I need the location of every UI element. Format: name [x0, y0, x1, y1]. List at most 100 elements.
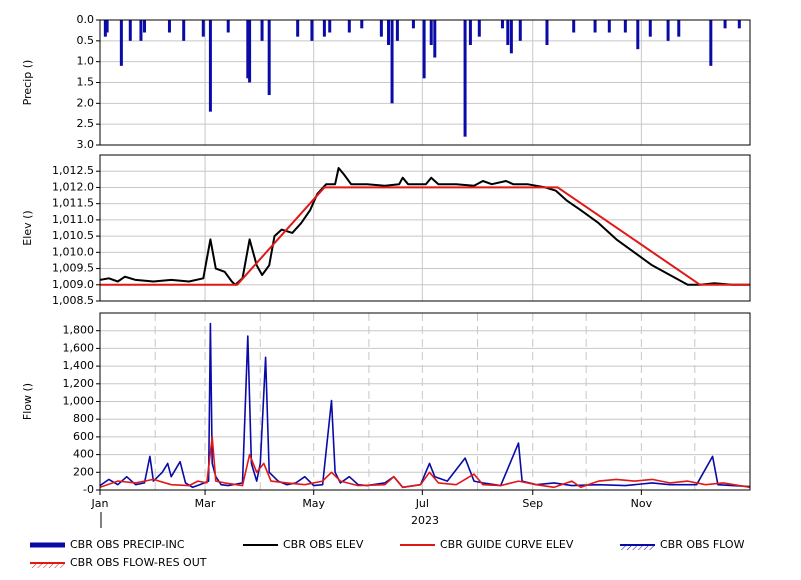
bar	[139, 20, 143, 41]
bar	[648, 20, 652, 37]
bar	[347, 20, 351, 33]
bar	[395, 20, 399, 41]
y-tick-label: 1,600	[63, 341, 95, 354]
legend-label: CBR OBS FLOW	[660, 538, 745, 551]
y-tick-label: 1.0	[77, 55, 95, 68]
y-tick-label: 1,012.0	[52, 180, 94, 193]
bar	[572, 20, 576, 33]
bar	[422, 20, 426, 79]
plot-area	[100, 167, 750, 286]
bar	[248, 20, 252, 83]
bar	[509, 20, 513, 54]
y-tick-label: -0	[83, 483, 94, 496]
y-tick-label: 1,009.0	[52, 278, 94, 291]
y-tick-label: 1,009.5	[52, 262, 94, 275]
bar	[477, 20, 481, 37]
line	[100, 186, 750, 286]
y-tick-label: 400	[73, 448, 94, 461]
y-tick-label: 1,011.0	[52, 213, 94, 226]
legend-label: CBR OBS ELEV	[283, 538, 364, 551]
legend-hatch	[30, 563, 65, 568]
plot-frame	[99, 154, 751, 302]
bar	[386, 20, 390, 45]
x-tick-label: Jul	[415, 497, 429, 510]
y-tick-label: 1,010.0	[52, 245, 94, 258]
y-tick-label: 1,000	[63, 395, 95, 408]
y-tick-label: 0.0	[77, 13, 95, 26]
legend-label: CBR OBS FLOW-RES OUT	[70, 556, 207, 569]
y-tick-label: 3.0	[77, 138, 95, 151]
bar	[260, 20, 264, 41]
bar	[468, 20, 472, 45]
plot-area	[100, 322, 750, 489]
bar	[636, 20, 640, 50]
bar	[128, 20, 132, 41]
bar	[119, 20, 123, 66]
bar	[360, 20, 364, 29]
legend-label: CBR OBS PRECIP-INC	[70, 538, 185, 551]
bar	[390, 20, 394, 104]
bar	[208, 20, 212, 112]
line	[100, 167, 750, 286]
plot-frame	[99, 312, 751, 491]
y-tick-label: 0.5	[77, 34, 95, 47]
bar	[666, 20, 670, 41]
bar	[322, 20, 326, 37]
bar	[143, 20, 147, 33]
line	[100, 322, 750, 489]
bar	[105, 20, 109, 33]
x-tick-label: May	[302, 497, 325, 510]
y-tick-label: 1,012.5	[52, 164, 94, 177]
bar	[593, 20, 597, 33]
x-tick-label: Sep	[522, 497, 543, 510]
y-tick-label: 1.5	[77, 76, 95, 89]
bar	[167, 20, 171, 33]
bar	[500, 20, 504, 29]
y-tick-label: 1,800	[63, 324, 95, 337]
bar	[709, 20, 713, 66]
x-tick-label: Nov	[631, 497, 653, 510]
bar	[411, 20, 415, 29]
bar	[267, 20, 271, 95]
bar	[463, 20, 467, 137]
y-tick-label: 800	[73, 412, 94, 425]
bar	[296, 20, 300, 37]
bar	[379, 20, 383, 37]
bar	[182, 20, 186, 41]
bar	[518, 20, 522, 41]
bar	[246, 20, 250, 79]
y-axis-label: Flow ()	[21, 383, 34, 420]
bar	[433, 20, 437, 58]
bar	[623, 20, 627, 33]
plot-frame	[99, 19, 751, 146]
bar	[310, 20, 314, 41]
bar	[328, 20, 332, 33]
bar	[201, 20, 205, 37]
bar	[103, 20, 107, 37]
legend-label: CBR GUIDE CURVE ELEV	[440, 538, 574, 551]
bar	[737, 20, 741, 29]
x-tick-label: Jan	[91, 497, 109, 510]
bar	[607, 20, 611, 33]
plot-area	[103, 20, 741, 137]
bar	[226, 20, 230, 33]
x-tick-label: Mar	[195, 497, 216, 510]
y-tick-label: 2.5	[77, 117, 95, 130]
y-tick-label: 200	[73, 465, 94, 478]
y-tick-label: 1,011.5	[52, 197, 94, 210]
bar	[545, 20, 549, 45]
y-tick-label: 1,008.5	[52, 294, 94, 307]
bar	[677, 20, 681, 37]
y-axis-label: Precip ()	[21, 60, 34, 106]
y-tick-label: 600	[73, 430, 94, 443]
bar	[723, 20, 727, 29]
y-tick-label: 1,400	[63, 359, 95, 372]
y-tick-label: 1,010.5	[52, 229, 94, 242]
bar	[506, 20, 510, 45]
y-tick-label: 2.0	[77, 96, 95, 109]
y-axis-label: Elev ()	[21, 210, 34, 245]
x-axis-label: 2023	[411, 514, 439, 527]
line	[100, 436, 750, 489]
legend-hatch	[620, 545, 655, 550]
